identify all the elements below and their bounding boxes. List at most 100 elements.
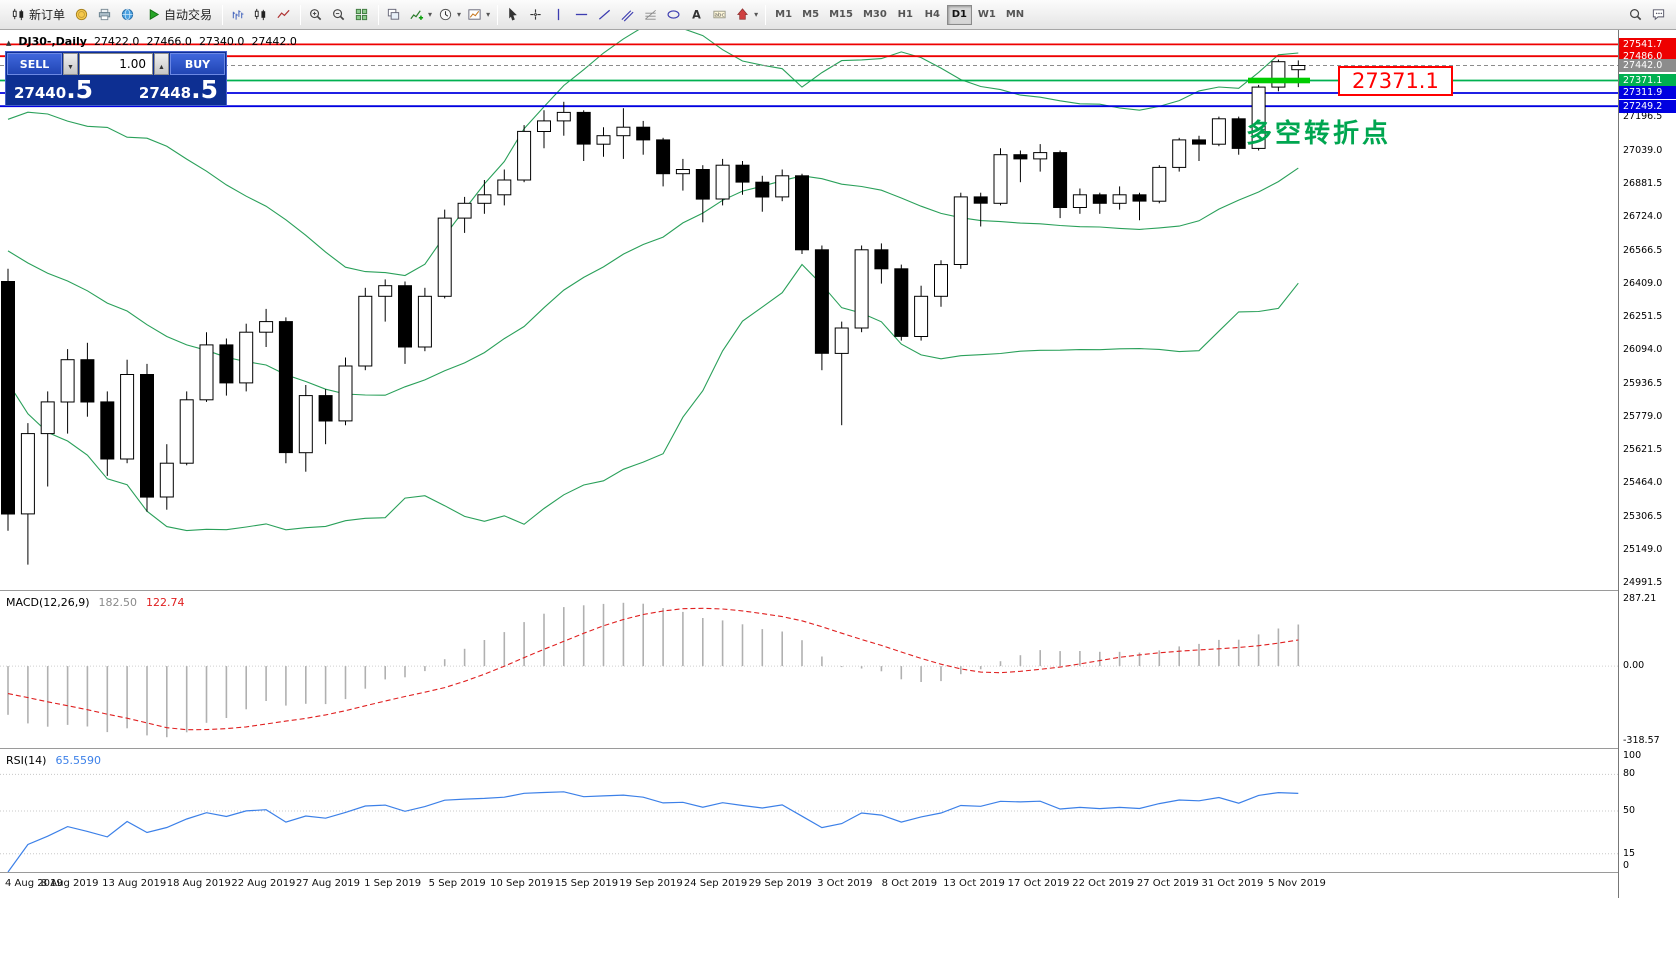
trendline-button[interactable]	[594, 3, 617, 27]
date-label: 27 Aug 2019	[296, 878, 360, 889]
macd-signal-line	[7, 607, 1299, 731]
shapes-button[interactable]	[663, 3, 686, 27]
candle-body	[1092, 194, 1107, 204]
community-button[interactable]	[117, 3, 140, 27]
candle-body	[417, 295, 432, 348]
trend-icon	[597, 7, 612, 22]
quotes-button[interactable]	[71, 3, 94, 27]
templates-button[interactable]: ▾	[464, 3, 493, 27]
date-label: 22 Oct 2019	[1072, 878, 1134, 889]
bollinger-lower-band	[7, 263, 1299, 532]
spinner-down-icon: ▼	[67, 63, 74, 71]
toolbar-right-group	[1625, 3, 1671, 27]
auto-trading-button[interactable]: 自动交易	[140, 3, 218, 27]
text-button[interactable]: A	[686, 3, 709, 27]
svg-text:A: A	[692, 9, 701, 22]
equidistant-channel-button[interactable]	[617, 3, 640, 27]
buy-price-frac: .5	[191, 75, 218, 104]
tile-windows-button[interactable]	[351, 3, 374, 27]
zoom-in-button[interactable]	[305, 3, 328, 27]
arrows-button[interactable]: ▾	[732, 3, 761, 27]
magnifier-icon	[1628, 7, 1643, 22]
rsi-axis-label: 0	[1623, 860, 1630, 871]
fibonacci-retracement-button[interactable]	[640, 3, 663, 27]
horizontal-line-button[interactable]	[571, 3, 594, 27]
spinner-up-icon: ▲	[158, 63, 165, 71]
price-tick-label: 25306.5	[1623, 510, 1663, 522]
cursor-button[interactable]	[502, 3, 525, 27]
timeframe-h4-button[interactable]: H4	[920, 5, 945, 25]
timeframe-mn-button[interactable]: MN	[1002, 5, 1028, 25]
close-value: 27442.0	[251, 35, 297, 48]
line-chart-mode-button[interactable]	[273, 3, 296, 27]
timeframe-m1-button[interactable]: M1	[771, 5, 796, 25]
new-order-label: 新订单	[29, 8, 66, 22]
community-chat-button[interactable]	[1648, 3, 1671, 27]
open-value: 27422.0	[93, 35, 140, 48]
price-tick-label: 25464.0	[1623, 477, 1663, 489]
price-tick-label: 27039.0	[1623, 144, 1663, 156]
pivot-price-chip: 27371.1	[1619, 73, 1676, 87]
macd-axis-label: 287.21	[1623, 593, 1657, 604]
timeframe-d1-button[interactable]: D1	[946, 4, 972, 25]
candle-body	[437, 217, 452, 297]
pivot-price-callout[interactable]: 27371.1	[1338, 66, 1453, 96]
date-label: 5 Sep 2019	[429, 878, 486, 889]
candle-body	[140, 374, 154, 498]
timeframe-m30-button[interactable]: M30	[859, 5, 891, 25]
search-button[interactable]	[1625, 3, 1648, 27]
linechart-icon	[276, 7, 291, 22]
sell-button[interactable]: SELL	[7, 53, 62, 75]
cascade-windows-button[interactable]	[383, 3, 406, 27]
timeframe-m5-button[interactable]: M5	[798, 5, 823, 25]
candle-body	[278, 321, 293, 454]
price-tick-label: 26724.0	[1623, 211, 1663, 223]
one-click-trading-panel: SELL ▼ 1.00 ▲ BUY 27440.5 27448.5	[5, 51, 227, 106]
date-label: 8 Oct 2019	[882, 878, 937, 889]
indicators-list-button[interactable]: ▾	[406, 3, 435, 27]
volume-input[interactable]: 1.00	[79, 53, 153, 75]
candle-body	[338, 365, 353, 422]
candle-chart-mode-button[interactable]	[250, 3, 273, 27]
vertical-line-button[interactable]	[548, 3, 571, 27]
template-icon	[467, 7, 482, 22]
macd-axis-label: -318.57	[1623, 735, 1660, 746]
crosshair-button[interactable]	[525, 3, 548, 27]
bar-chart-mode-button[interactable]	[227, 3, 250, 27]
new-order-button[interactable]: 新订单	[5, 3, 71, 27]
periods-button[interactable]: ▾	[435, 3, 464, 27]
candle-body	[795, 175, 809, 251]
ellipse-icon	[666, 7, 681, 22]
timeframe-m15-button[interactable]: M15	[825, 5, 857, 25]
timeframe-w1-button[interactable]: W1	[974, 5, 1000, 25]
candle-body	[1033, 152, 1048, 160]
fibo-icon	[643, 7, 658, 22]
resistance-price-chip: 27541.7	[1619, 37, 1676, 51]
text-label-button[interactable]: abc	[709, 3, 732, 27]
rsi-value: 65.5590	[55, 754, 101, 767]
collapse-triangle-icon[interactable]: ▲	[6, 39, 12, 47]
price-tick-label: 26409.0	[1623, 277, 1663, 289]
zoom-out-button[interactable]	[328, 3, 351, 27]
volume-down-button[interactable]: ▼	[63, 53, 78, 75]
date-label: 5 Nov 2019	[1268, 878, 1326, 889]
timeframe-h1-button[interactable]: H1	[893, 5, 918, 25]
volume-up-button[interactable]: ▲	[154, 53, 169, 75]
candle-body	[358, 295, 373, 367]
zoom-in-icon	[308, 7, 323, 22]
price-axis[interactable]: 27196.5 27039.0 26881.5 26724.0 26566.5 26409…	[1618, 30, 1676, 898]
chevron-down-icon: ▾	[754, 10, 759, 19]
print-button[interactable]	[94, 3, 117, 27]
candle-body	[616, 126, 631, 137]
candlesticks	[1, 59, 1306, 565]
candle-body	[636, 126, 651, 141]
pivot-highlight-segment[interactable]	[1248, 77, 1310, 84]
cascade-icon	[386, 7, 401, 22]
chevron-down-icon: ▾	[486, 10, 491, 19]
candle-body	[318, 395, 333, 422]
buy-button[interactable]: BUY	[170, 53, 225, 75]
order-panel-controls: SELL ▼ 1.00 ▲ BUY	[7, 53, 225, 75]
order-panel-prices: 27440.5 27448.5	[7, 75, 225, 104]
